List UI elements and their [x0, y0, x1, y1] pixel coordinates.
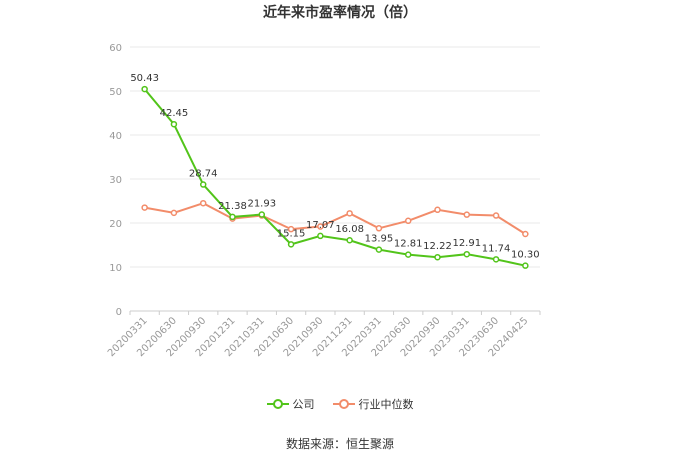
data-point-company — [317, 232, 324, 240]
legend-company-label: 公司 — [292, 398, 315, 411]
legend-company-icon — [266, 399, 289, 409]
data-label: 15.15 — [277, 228, 306, 239]
y-tick-label: 20 — [109, 219, 122, 230]
legend-item-industry-median[interactable]: 行业中位数 — [332, 396, 414, 412]
data-point-company — [404, 251, 412, 258]
y-tick-label: 30 — [109, 175, 122, 186]
data-point-industry-median — [375, 225, 383, 232]
legend-item-company[interactable]: 公司 — [266, 396, 315, 412]
data-point-industry-median — [522, 230, 529, 238]
data-point-company — [522, 262, 529, 269]
data-label: 12.81 — [394, 239, 423, 250]
y-tick-label: 0 — [116, 307, 122, 318]
data-label: 16.08 — [335, 224, 364, 235]
data-label: 21.93 — [247, 199, 276, 210]
data-point-company — [170, 120, 178, 128]
data-label: 13.95 — [365, 234, 394, 245]
source-note: 数据来源：恒生聚源 — [285, 437, 394, 451]
data-point-company — [434, 253, 441, 261]
data-point-company — [199, 181, 207, 188]
data-point-company — [229, 213, 236, 221]
data-label: 12.91 — [452, 238, 481, 249]
series-line-industry-median — [144, 202, 526, 235]
data-point-industry-median — [404, 217, 412, 225]
data-label: 42.45 — [160, 108, 189, 119]
data-point-company — [258, 211, 266, 218]
data-point-company — [463, 250, 471, 258]
data-point-industry-median — [434, 206, 441, 214]
data-point-industry-median — [317, 223, 324, 230]
y-tick-label: 60 — [109, 43, 122, 54]
data-point-industry-median — [492, 212, 500, 219]
data-label: 50.43 — [130, 73, 159, 84]
data-point-company — [492, 256, 500, 263]
legend-industry-median-label: 行业中位数 — [358, 398, 414, 411]
data-point-industry-median — [463, 211, 471, 218]
data-label: 12.22 — [423, 241, 452, 252]
chart-title: 近年来市盈率情况（倍） — [263, 5, 417, 21]
data-point-industry-median — [141, 204, 148, 211]
data-label: 21.38 — [218, 201, 247, 212]
data-label: 11.74 — [482, 243, 511, 254]
data-point-industry-median — [170, 209, 178, 217]
y-tick-label: 40 — [109, 131, 122, 142]
data-point-company — [346, 236, 353, 244]
axis-layer: 0102030405060202003312020063020200930202… — [106, 43, 541, 359]
data-label: 10.30 — [511, 250, 540, 261]
data-label: 28.74 — [189, 169, 218, 180]
series-line-company — [143, 88, 526, 267]
data-point-company — [141, 85, 148, 93]
y-tick-label: 50 — [109, 87, 122, 98]
series-layer — [141, 85, 529, 269]
legend: 公司 行业中位数 — [0, 396, 680, 412]
data-point-industry-median — [287, 225, 295, 233]
y-tick-label: 10 — [109, 263, 122, 274]
legend-industry-median-icon — [332, 399, 355, 409]
data-point-company — [287, 241, 295, 248]
data-point-industry-median — [199, 199, 207, 207]
data-point-company — [375, 246, 383, 253]
data-point-industry-median — [346, 210, 353, 217]
data-label: 17.07 — [306, 220, 335, 231]
